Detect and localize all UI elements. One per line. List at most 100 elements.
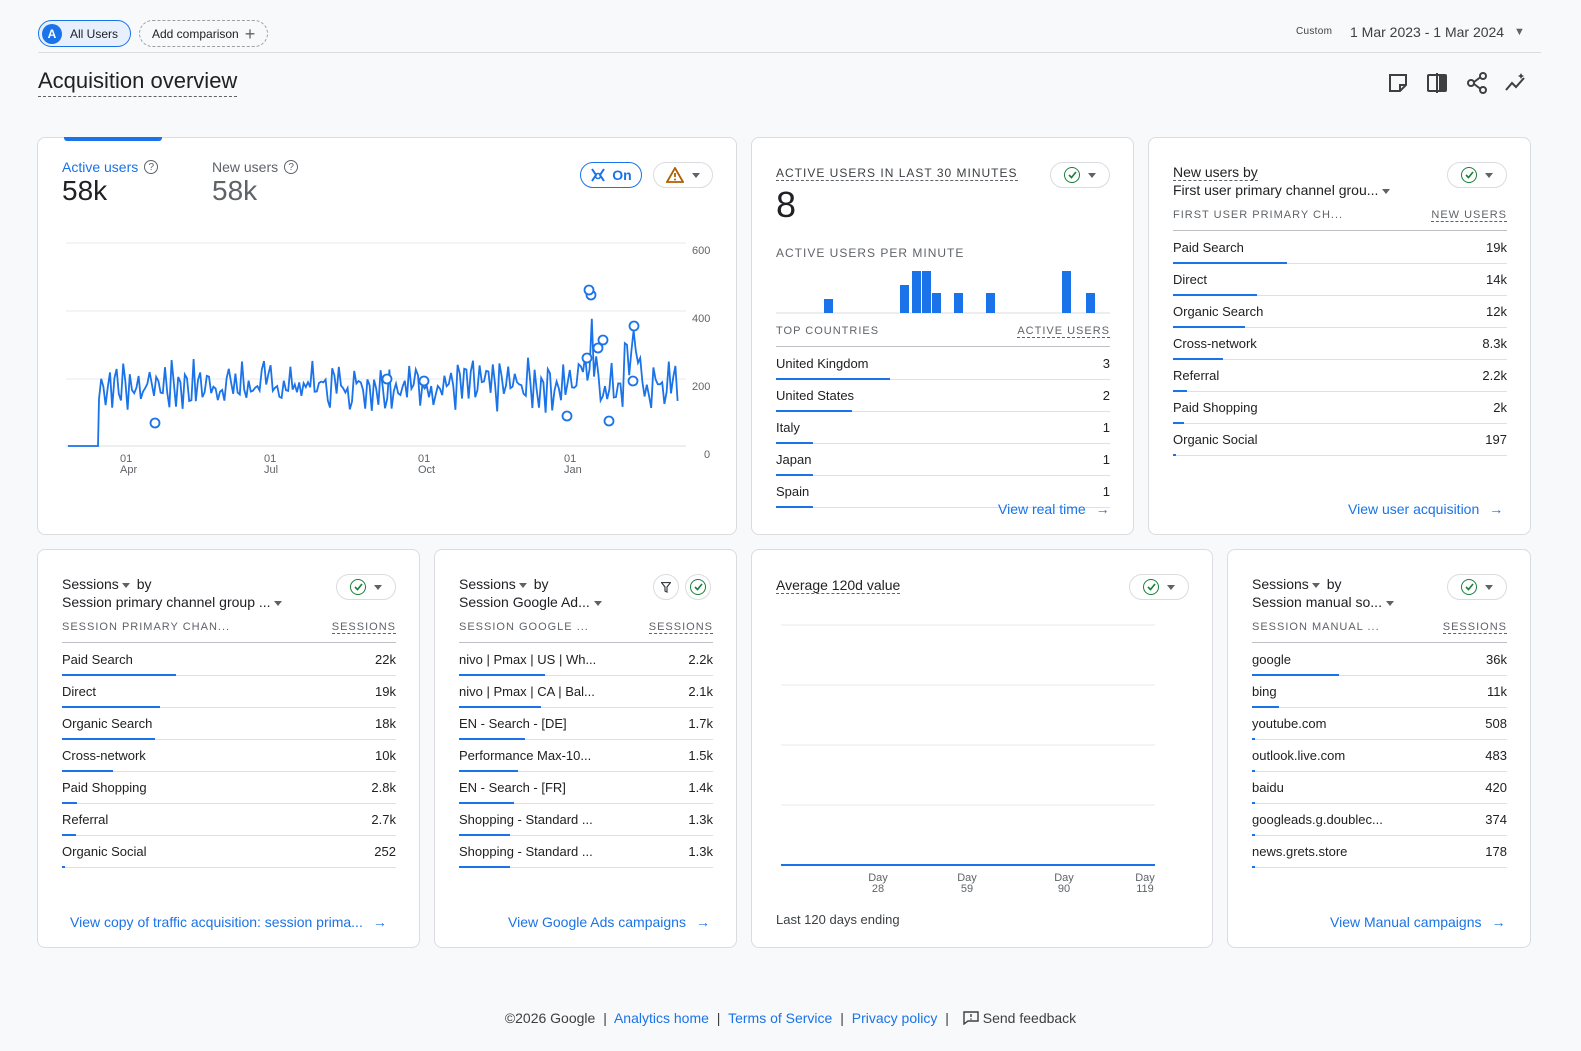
table-row[interactable]: baidu 420 — [1252, 772, 1507, 804]
table-row[interactable]: Performance Max-10... 1.5k — [459, 740, 713, 772]
x-tick-word: Day — [1135, 872, 1155, 884]
anomaly-marker[interactable] — [581, 352, 593, 364]
filter-button[interactable] — [653, 574, 679, 600]
table-row[interactable]: Direct 19k — [62, 676, 396, 708]
table-row[interactable]: Organic Social 197 — [1173, 424, 1507, 456]
compare-icon[interactable] — [1426, 72, 1448, 94]
date-range-dropdown-icon[interactable]: ▼ — [1514, 26, 1525, 38]
insights-icon[interactable] — [1505, 72, 1527, 94]
selected-metric-indicator — [64, 137, 162, 141]
row-label: nivo | Pmax | US | Wh... — [459, 652, 597, 667]
anomaly-marker[interactable] — [628, 320, 640, 332]
privacy-policy-link[interactable]: Privacy policy — [851, 1010, 938, 1026]
table-row[interactable]: EN - Search - [FR] 1.4k — [459, 772, 713, 804]
realtime-options-dropdown[interactable] — [1050, 162, 1110, 188]
anomaly-marker[interactable] — [597, 334, 609, 346]
card-options-dropdown[interactable] — [336, 574, 396, 600]
table-row[interactable]: Cross-network 8.3k — [1173, 328, 1507, 360]
dimension-selector[interactable]: Session Google Ad... — [459, 594, 602, 610]
table-row[interactable]: Paid Search 19k — [1173, 232, 1507, 264]
table-row[interactable]: Italy 1 — [776, 412, 1110, 444]
dimension-selector[interactable]: First user primary channel grou... — [1173, 182, 1391, 198]
anomaly-marker[interactable] — [561, 410, 573, 422]
table-row[interactable]: Paid Search 22k — [62, 644, 396, 676]
warning-icon — [666, 167, 684, 183]
share-icon[interactable] — [1466, 72, 1488, 94]
date-range-picker[interactable]: 1 Mar 2023 - 1 Mar 2024 — [1350, 24, 1505, 40]
dimension-selector[interactable]: Session manual so... — [1252, 594, 1394, 610]
metric-header[interactable]: SESSIONS — [331, 621, 396, 634]
chevron-down-icon — [692, 172, 700, 178]
analytics-home-link[interactable]: Analytics home — [613, 1010, 709, 1026]
page-title[interactable]: Acquisition overview — [38, 68, 238, 97]
table-row[interactable]: United States 2 — [776, 380, 1110, 412]
card-options-dropdown[interactable] — [1447, 162, 1507, 188]
per-minute-bar — [1062, 271, 1071, 313]
table-row[interactable]: United Kingdom 3 — [776, 348, 1110, 380]
table-row[interactable]: Organic Search 18k — [62, 708, 396, 740]
table-row[interactable]: googleads.g.doublec... 374 — [1252, 804, 1507, 836]
view-user-acquisition-link[interactable]: View user acquisition → — [1348, 501, 1503, 517]
realtime-title[interactable]: ACTIVE USERS IN LAST 30 MINUTES — [776, 166, 1018, 181]
anomaly-marker[interactable] — [583, 284, 595, 296]
help-icon[interactable]: ? — [144, 160, 159, 174]
active-users-header[interactable]: ACTIVE USERS — [1017, 325, 1110, 338]
view-manual-campaigns-link[interactable]: View Manual campaigns → — [1330, 914, 1506, 930]
dimension-selector[interactable]: Session primary channel group ... — [62, 594, 283, 610]
table-row[interactable]: nivo | Pmax | CA | Bal... 2.1k — [459, 676, 713, 708]
view-google-ads-link[interactable]: View Google Ads campaigns → — [508, 914, 710, 930]
active-users-metric[interactable]: Active users ? 58k — [62, 159, 159, 207]
table-row[interactable]: EN - Search - [DE] 1.7k — [459, 708, 713, 740]
help-icon[interactable]: ? — [284, 160, 299, 174]
anomaly-marker[interactable] — [627, 375, 639, 387]
table-row[interactable]: google 36k — [1252, 644, 1507, 676]
anomaly-toggle[interactable]: On — [580, 162, 642, 188]
notes-icon[interactable] — [1387, 72, 1409, 94]
card-options-dropdown[interactable] — [1129, 574, 1189, 600]
per-minute-bar — [824, 299, 833, 313]
table-row[interactable]: news.grets.store 178 — [1252, 836, 1507, 868]
card-options-dropdown[interactable] — [1447, 574, 1507, 600]
table-row[interactable]: Spain 1 — [776, 476, 1110, 508]
anomaly-marker[interactable] — [149, 417, 161, 429]
send-feedback-button[interactable]: Send feedback — [963, 1010, 1076, 1026]
separator: | — [945, 1010, 949, 1026]
all-users-chip[interactable]: A All Users — [38, 20, 131, 47]
new-users-metric[interactable]: New users ? 58k — [212, 159, 299, 207]
anomaly-marker[interactable] — [592, 342, 604, 354]
view-traffic-acquisition-link[interactable]: View copy of traffic acquisition: sessio… — [70, 914, 387, 930]
data-quality-dropdown[interactable] — [653, 162, 713, 188]
table-row[interactable]: Japan 1 — [776, 444, 1110, 476]
table-row[interactable]: youtube.com 508 — [1252, 708, 1507, 740]
metric-selector[interactable]: Sessions — [459, 576, 530, 592]
anomaly-marker[interactable] — [603, 415, 615, 427]
metric-selector[interactable]: Sessions — [1252, 576, 1323, 592]
metric-header[interactable]: SESSIONS — [1442, 621, 1507, 634]
metric-header[interactable]: NEW USERS — [1431, 209, 1507, 222]
y-tick-200: 200 — [692, 381, 710, 393]
metric-selector[interactable]: Sessions — [62, 576, 133, 592]
add-comparison-button[interactable]: Add comparison + — [139, 20, 268, 47]
terms-of-service-link[interactable]: Terms of Service — [728, 1010, 833, 1026]
table-row[interactable]: Cross-network 10k — [62, 740, 396, 772]
table-row[interactable]: Referral 2.2k — [1173, 360, 1507, 392]
row-label: Cross-network — [1173, 336, 1257, 351]
data-quality-button[interactable] — [685, 574, 711, 600]
anomaly-marker[interactable] — [381, 373, 393, 385]
table-row[interactable]: Shopping - Standard ... 1.3k — [459, 836, 713, 868]
table-row[interactable]: nivo | Pmax | US | Wh... 2.2k — [459, 644, 713, 676]
table-row[interactable]: Direct 14k — [1173, 264, 1507, 296]
table-row[interactable]: Paid Shopping 2.8k — [62, 772, 396, 804]
table-row[interactable]: outlook.live.com 483 — [1252, 740, 1507, 772]
metric-header[interactable]: SESSIONS — [648, 621, 713, 634]
table-row[interactable]: Organic Search 12k — [1173, 296, 1507, 328]
table-row[interactable]: Paid Shopping 2k — [1173, 392, 1507, 424]
table-row[interactable]: Referral 2.7k — [62, 804, 396, 836]
new-users-by-label[interactable]: New users by — [1173, 164, 1258, 181]
average-value-title[interactable]: Average 120d value — [776, 577, 901, 594]
table-row[interactable]: Shopping - Standard ... 1.3k — [459, 804, 713, 836]
table-row[interactable]: bing 11k — [1252, 676, 1507, 708]
table-row[interactable]: Organic Social 252 — [62, 836, 396, 868]
anomaly-marker[interactable] — [418, 375, 430, 387]
view-real-time-link[interactable]: View real time → — [998, 501, 1110, 517]
